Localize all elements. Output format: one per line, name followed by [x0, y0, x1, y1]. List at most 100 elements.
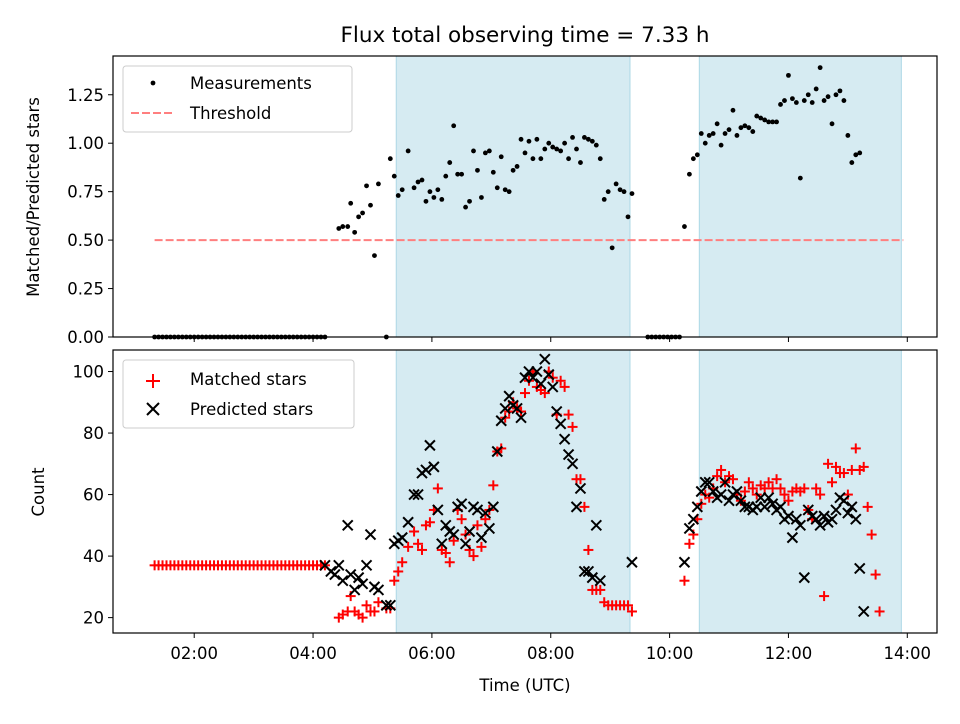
- top-y-tick-label: 0.00: [67, 328, 104, 347]
- measurement-point: [758, 115, 764, 121]
- matched-star-point: [409, 526, 420, 537]
- predicted-star-point: [424, 439, 436, 452]
- predicted-star-point: [814, 519, 826, 532]
- measurement-point: [463, 204, 468, 210]
- x-tick-label: 14:00: [884, 644, 932, 663]
- measurement-point: [766, 119, 772, 125]
- predicted-star-point: [858, 605, 870, 618]
- matched-star-point: [373, 597, 384, 608]
- matched-star-point: [827, 477, 838, 488]
- measurement-point: [790, 96, 795, 102]
- measurement-point: [833, 92, 839, 98]
- measurement-point: [687, 171, 692, 177]
- measurement-point: [825, 94, 831, 100]
- predicted-star-point: [479, 507, 492, 519]
- matched-star-point: [858, 461, 869, 472]
- measurement-point: [411, 185, 417, 191]
- predicted-star-point: [586, 571, 599, 584]
- measurement-point: [360, 210, 365, 216]
- matched-star-point: [819, 591, 830, 602]
- measurement-point: [514, 164, 520, 169]
- predicted-star-point: [590, 519, 603, 532]
- legend-threshold-label: Threshold: [189, 104, 271, 123]
- x-tick-label: 12:00: [765, 644, 813, 663]
- predicted-star-point: [691, 501, 704, 513]
- x-tick-label: 06:00: [408, 644, 456, 663]
- measurement-point: [702, 140, 708, 146]
- matched-star-point: [838, 468, 849, 479]
- matched-star-point: [413, 538, 424, 549]
- predicted-star-point: [342, 519, 354, 532]
- matched-star-point: [862, 501, 873, 512]
- measurement-point: [629, 191, 635, 196]
- predicted-star-point: [436, 538, 448, 550]
- measurement-point: [356, 214, 362, 220]
- bottom-panel: 20 40 60 80 100 02:00 04:00 06:00 08:00 10:00 12:…: [29, 349, 938, 695]
- matched-star-point: [369, 606, 380, 617]
- measurement-point: [718, 142, 724, 148]
- matched-star-point: [575, 474, 586, 485]
- predicted-star-point: [475, 531, 488, 544]
- measurement-point: [498, 154, 504, 160]
- matched-star-point: [403, 541, 414, 552]
- bottom-y-axis-label: Count: [29, 467, 48, 517]
- x-tick-label: 04:00: [289, 644, 337, 663]
- measurement-point: [502, 187, 508, 193]
- predicted-star-point: [826, 513, 838, 525]
- predicted-star-point: [471, 504, 484, 516]
- measurement-point: [857, 150, 863, 156]
- predicted-star-point: [483, 522, 496, 535]
- x-tick-label: 02:00: [170, 644, 218, 663]
- predicted-star-point: [703, 476, 715, 488]
- measurement-point: [459, 171, 465, 177]
- measurement-point: [714, 121, 720, 127]
- matched-star-point: [779, 489, 790, 500]
- measurement-point: [368, 202, 373, 208]
- measurement-point: [813, 86, 819, 92]
- legend-matched-marker: [146, 374, 160, 388]
- measurement-point: [730, 107, 736, 113]
- matched-star-point: [468, 551, 479, 562]
- predicted-star-point: [715, 488, 727, 501]
- predicted-star-point: [503, 390, 515, 402]
- predicted-star-point: [782, 510, 795, 522]
- measurement-point: [613, 181, 619, 187]
- top-y-tick-label: 0.25: [67, 280, 104, 299]
- predicted-star-point: [554, 418, 567, 430]
- predicted-star-point: [846, 501, 858, 513]
- predicted-star-point: [594, 574, 606, 587]
- measurement-point: [601, 197, 607, 202]
- predicted-star-point: [372, 584, 385, 596]
- matched-star-point: [874, 606, 885, 617]
- legend-measurements-marker: [150, 80, 156, 86]
- matched-star-point: [393, 566, 404, 577]
- predicted-star-point: [735, 495, 747, 507]
- measurement-point: [593, 142, 599, 148]
- matched-star-point: [712, 471, 723, 482]
- measurement-point: [395, 193, 401, 198]
- predicted-star-point: [396, 531, 408, 544]
- measurement-point: [405, 148, 411, 154]
- measurement-point: [625, 214, 631, 220]
- top-legend: Measurements Threshold: [122, 65, 353, 133]
- predicted-star-point: [455, 498, 468, 510]
- bottom-y-tick-label: 100: [73, 363, 105, 382]
- predicted-star-point: [527, 371, 539, 384]
- matched-star-point: [684, 538, 695, 549]
- matched-star-point: [623, 600, 633, 611]
- predicted-star-point: [762, 491, 775, 504]
- measurement-point: [534, 136, 540, 142]
- matched-star-point: [440, 548, 451, 559]
- predicted-star-point: [364, 528, 377, 541]
- measurement-point: [597, 156, 603, 162]
- measurement-point: [829, 121, 835, 127]
- matched-star-point: [417, 544, 427, 555]
- measurement-point: [585, 136, 591, 142]
- measurement-point: [837, 88, 843, 94]
- matched-star-point: [472, 520, 483, 531]
- measurement-point: [550, 144, 556, 150]
- predicted-star-point: [402, 516, 414, 528]
- predicted-star-point: [515, 411, 527, 424]
- predicted-star-point: [348, 584, 361, 596]
- measurement-point: [738, 125, 744, 131]
